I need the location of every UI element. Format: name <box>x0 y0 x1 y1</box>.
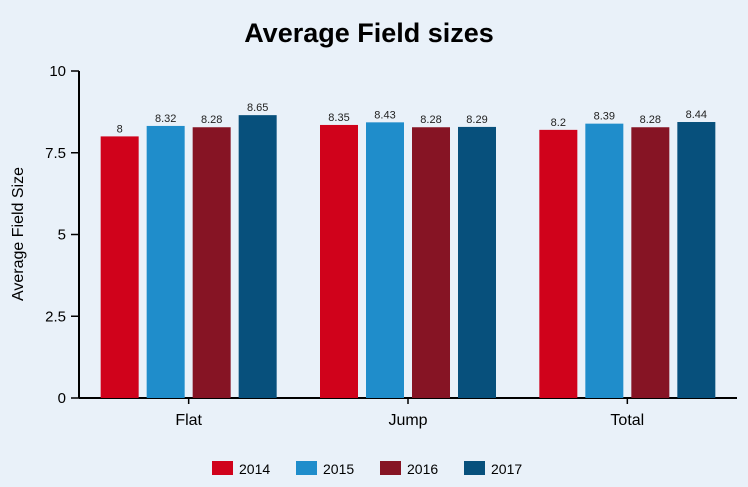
bar-flat-2017[interactable] <box>238 115 277 399</box>
bar-jump-2017[interactable] <box>458 126 496 399</box>
bar-total-2015[interactable] <box>585 123 624 398</box>
axes: 0 2.5 5 7.5 10 Flat Jump Total <box>45 63 737 429</box>
bar-total-2017[interactable] <box>677 122 716 399</box>
data-label: 8.32 <box>155 113 176 125</box>
data-label: 8.39 <box>594 111 615 123</box>
y-tick-label: 10 <box>49 63 66 80</box>
data-label: 8.44 <box>686 109 707 121</box>
bar-jump-2016[interactable] <box>412 127 450 398</box>
bar-total-2016[interactable] <box>631 127 670 398</box>
data-label: 8.2 <box>551 117 566 129</box>
bar-flat-2016[interactable] <box>192 127 231 398</box>
y-tick-label: 5 <box>58 227 66 244</box>
legend-label[interactable]: 2014 <box>239 461 270 477</box>
data-label: 8.35 <box>328 112 349 124</box>
legend-label[interactable]: 2015 <box>323 461 354 477</box>
y-tick-label: 0 <box>58 390 66 407</box>
data-label: 8.28 <box>640 114 661 126</box>
bar-flat-2014[interactable] <box>100 136 139 398</box>
legend-label[interactable]: 2016 <box>407 461 438 477</box>
y-tick-label: 7.5 <box>45 145 66 162</box>
data-label: 8.28 <box>201 114 222 126</box>
bar-flat-2015[interactable] <box>146 125 185 398</box>
data-label: 8.65 <box>247 102 268 114</box>
legend-label[interactable]: 2017 <box>491 461 522 477</box>
legend: 2014 2015 2016 2017 <box>212 461 522 477</box>
x-tick-label: Jump <box>388 412 427 429</box>
data-label: 8.43 <box>374 109 395 121</box>
y-axis-label: Average Field Size <box>10 167 27 301</box>
legend-swatch-2014[interactable] <box>212 461 233 475</box>
x-tick-label: Total <box>610 412 644 429</box>
legend-swatch-2015[interactable] <box>296 461 317 475</box>
legend-swatch-2017[interactable] <box>464 461 485 475</box>
bar-total-2014[interactable] <box>539 129 578 399</box>
bars-group: 8 8.32 8.28 8.65 8.35 8.43 8.28 8.29 8.2 8.39 8.28… <box>100 102 716 399</box>
y-tick-label: 2.5 <box>45 308 66 325</box>
chart-title: Average Field sizes <box>244 18 494 48</box>
data-label: 8.28 <box>420 114 441 126</box>
x-tick-label: Flat <box>175 412 202 429</box>
data-label: 8.29 <box>466 114 487 126</box>
legend-swatch-2016[interactable] <box>380 461 401 475</box>
bar-jump-2015[interactable] <box>366 122 404 399</box>
bar-jump-2014[interactable] <box>320 124 358 398</box>
data-label: 8 <box>117 123 123 135</box>
